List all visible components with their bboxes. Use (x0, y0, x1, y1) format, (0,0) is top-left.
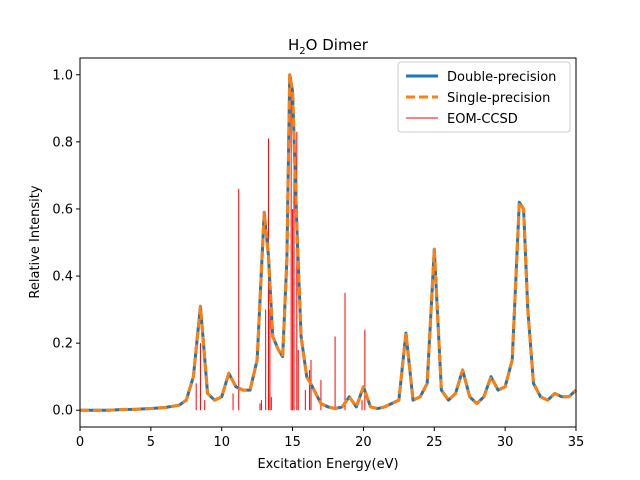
y-tick-label: 0.0 (52, 404, 73, 419)
chart-title-rest: O Dimer (306, 36, 369, 54)
y-tick-label: 1.0 (52, 68, 73, 83)
x-axis-label: Excitation Energy(eV) (257, 457, 398, 472)
chart-title-subscript: 2 (299, 46, 305, 57)
y-tick-label: 0.6 (52, 202, 73, 217)
x-tick-label: 30 (497, 435, 514, 450)
y-axis-ticks: 0.0 0.2 0.4 0.6 0.8 1.0 (52, 68, 80, 419)
x-tick-label: 25 (426, 435, 443, 450)
spectrum-lines (80, 73, 578, 412)
x-tick-label: 35 (568, 435, 585, 450)
y-tick-label: 0.2 (52, 337, 73, 352)
x-axis-ticks: 0 5 10 15 20 25 30 35 (76, 427, 584, 450)
legend-label-single: Single-precision (447, 91, 550, 106)
legend-label-double: Double-precision (447, 70, 556, 85)
x-tick-label: 20 (355, 435, 372, 450)
legend: Double-precision Single-precision EOM-CC… (397, 61, 571, 133)
legend-label-eom: EOM-CCSD (447, 112, 518, 127)
plot-frame (79, 57, 577, 428)
legend-box (397, 61, 571, 133)
y-axis-label: Relative Intensity (28, 185, 43, 298)
y-tick-label: 0.4 (52, 270, 73, 285)
single-precision-line (80, 73, 578, 412)
x-tick-label: 0 (76, 435, 84, 450)
x-tick-label: 5 (147, 435, 155, 450)
chart-title-main: H (288, 36, 299, 54)
x-tick-label: 10 (213, 435, 230, 450)
x-tick-label: 15 (284, 435, 301, 450)
y-tick-label: 0.8 (52, 135, 73, 150)
chart-title: H2O Dimer (288, 36, 369, 57)
